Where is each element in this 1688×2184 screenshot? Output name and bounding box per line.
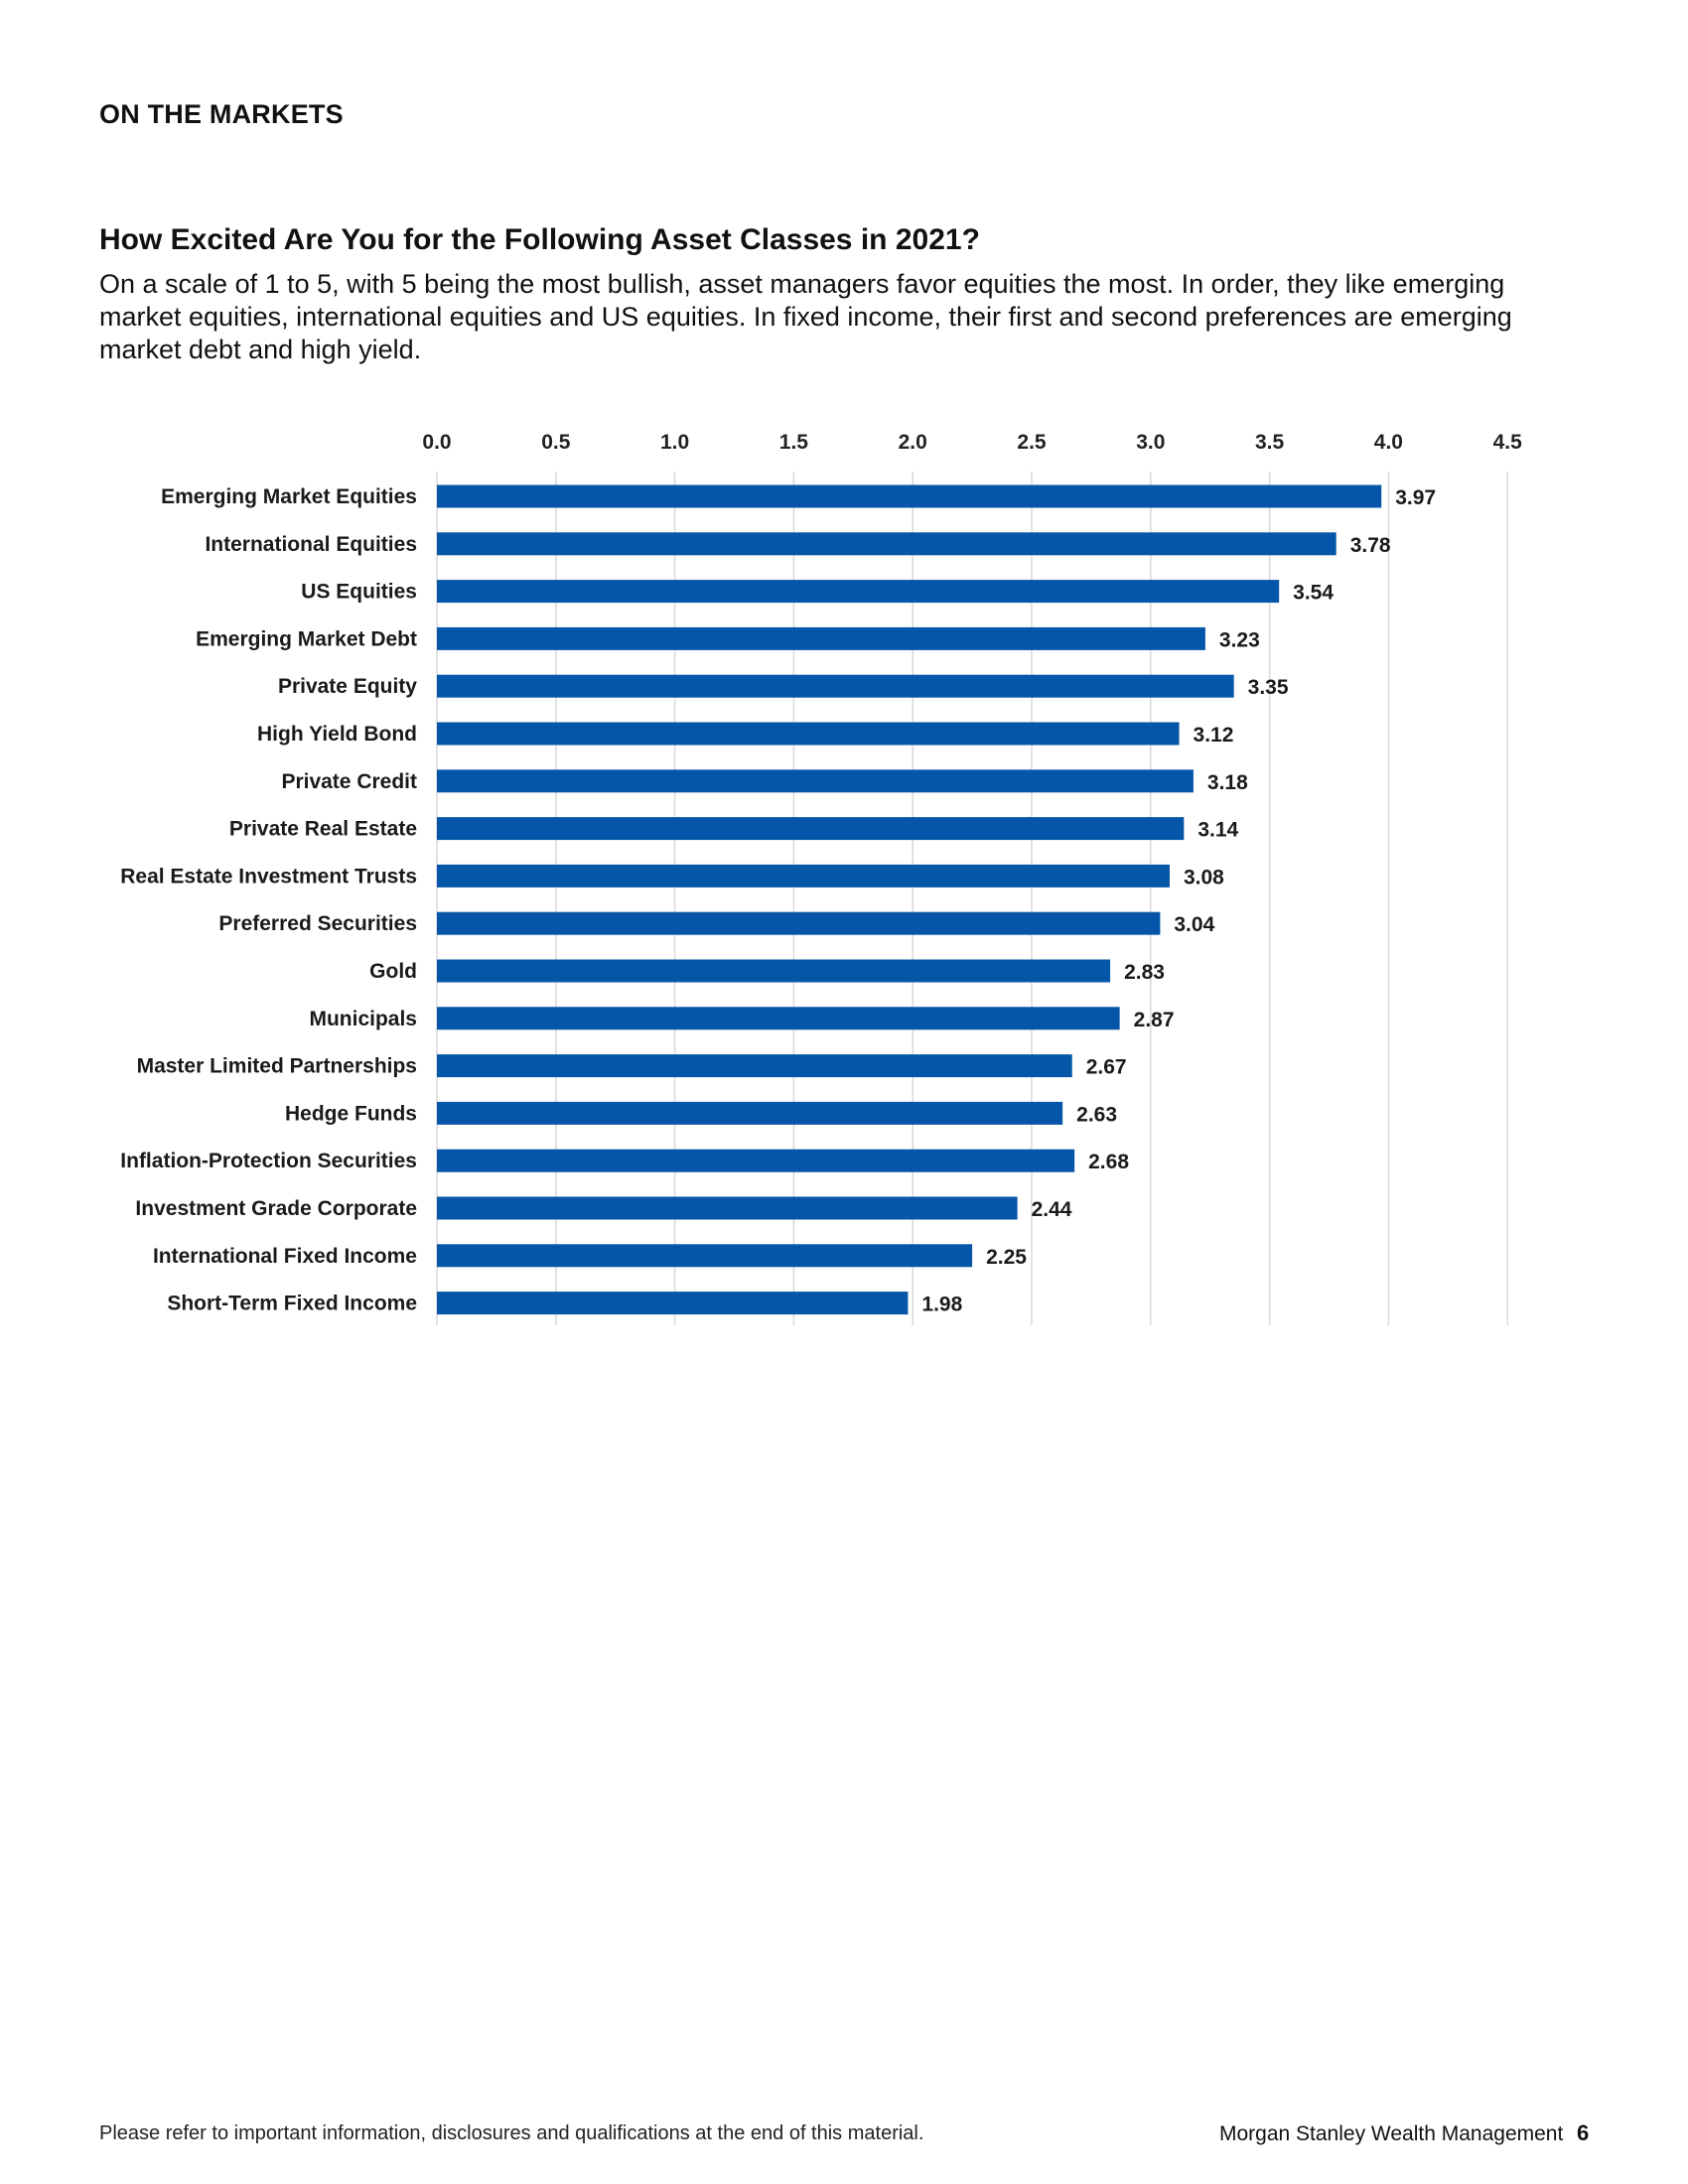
bar	[437, 1292, 909, 1315]
value-label: 3.04	[1174, 913, 1214, 936]
x-tick-label: 1.5	[779, 431, 809, 454]
category-label: Emerging Market Debt	[196, 627, 417, 650]
value-label: 1.98	[921, 1294, 962, 1316]
category-label: Short-Term Fixed Income	[167, 1293, 417, 1315]
bar	[437, 674, 1234, 698]
bar	[437, 817, 1185, 841]
value-label: 2.68	[1088, 1151, 1129, 1173]
footer-disclaimer: Please refer to important information, d…	[99, 2122, 924, 2144]
category-labels: Emerging Market Equities International Eq…	[120, 485, 417, 1315]
x-tick-label: 2.0	[899, 431, 927, 454]
bar	[437, 532, 1336, 556]
x-tick-label: 0.0	[422, 431, 451, 454]
value-label: 3.35	[1248, 676, 1289, 699]
bar	[437, 769, 1194, 793]
gridlines	[436, 472, 1508, 1325]
value-label: 3.54	[1293, 582, 1334, 605]
x-tick-label: 3.0	[1136, 431, 1165, 454]
category-label: High Yield Bond	[257, 723, 417, 746]
category-label: International Fixed Income	[153, 1245, 417, 1268]
bar	[437, 626, 1205, 650]
x-tick-label: 2.5	[1017, 431, 1047, 454]
value-label: 3.12	[1194, 724, 1234, 747]
bars	[437, 484, 1382, 1315]
x-tick-label: 4.0	[1374, 431, 1403, 454]
category-label: Municipals	[309, 1008, 417, 1030]
value-labels: 3.97 3.78 3.54 3.23 3.35 3.12 3.18 3.14 3.08 3.04…	[921, 486, 1436, 1316]
bar	[437, 1196, 1018, 1220]
page-number: 6	[1577, 2120, 1590, 2145]
x-tick-label: 3.5	[1255, 431, 1285, 454]
category-label: Investment Grade Corporate	[135, 1197, 417, 1220]
chart-description: On a scale of 1 to 5, with 5 being the m…	[99, 269, 1512, 364]
value-label: 3.14	[1197, 819, 1238, 842]
category-label: US Equities	[301, 581, 417, 604]
x-tick-label: 1.0	[660, 431, 689, 454]
x-tick-label: 0.5	[541, 431, 571, 454]
bar	[437, 1244, 973, 1268]
bar	[437, 1007, 1120, 1030]
value-label: 2.87	[1134, 1009, 1175, 1031]
category-label: Inflation-Protection Securities	[120, 1150, 417, 1172]
x-tick-label: 4.5	[1493, 431, 1523, 454]
category-label: Private Real Estate	[229, 818, 417, 841]
category-label: Real Estate Investment Trusts	[120, 865, 417, 887]
section-label: ON THE MARKETS	[99, 99, 344, 129]
value-label: 2.67	[1086, 1056, 1127, 1079]
bar	[437, 580, 1280, 604]
footer-brand: Morgan Stanley Wealth Management	[1219, 2122, 1564, 2145]
category-label: Preferred Securities	[218, 912, 417, 935]
category-label: Hedge Funds	[285, 1102, 417, 1125]
category-label: International Equities	[205, 533, 417, 556]
value-label: 3.08	[1184, 866, 1224, 888]
value-label: 2.25	[986, 1246, 1027, 1269]
value-label: 3.78	[1350, 534, 1391, 557]
category-label: Master Limited Partnerships	[137, 1055, 417, 1078]
value-label: 2.44	[1032, 1198, 1072, 1221]
category-label: Private Credit	[281, 770, 417, 793]
category-label: Gold	[369, 960, 417, 983]
value-label: 2.63	[1076, 1103, 1117, 1126]
bar	[437, 864, 1170, 887]
value-label: 3.18	[1207, 771, 1248, 794]
category-label: Emerging Market Equities	[161, 485, 417, 508]
category-label: Private Equity	[278, 675, 417, 698]
value-label: 2.83	[1124, 961, 1165, 984]
bar	[437, 959, 1111, 983]
value-label: 3.23	[1219, 628, 1260, 651]
bar	[437, 1054, 1072, 1078]
bar-chart: 0.0 0.5 1.0 1.5 2.0 2.5 3.0 3.5 4.0 4.5 Emerging …	[120, 431, 1522, 1325]
bar	[437, 484, 1382, 508]
chart-title: How Excited Are You for the Following As…	[99, 223, 980, 256]
bar	[437, 722, 1180, 746]
bar	[437, 1149, 1075, 1172]
bar	[437, 911, 1161, 935]
value-label: 3.97	[1395, 486, 1436, 509]
x-axis-ticks: 0.0 0.5 1.0 1.5 2.0 2.5 3.0 3.5 4.0 4.5	[422, 431, 1522, 454]
bar	[437, 1101, 1063, 1125]
